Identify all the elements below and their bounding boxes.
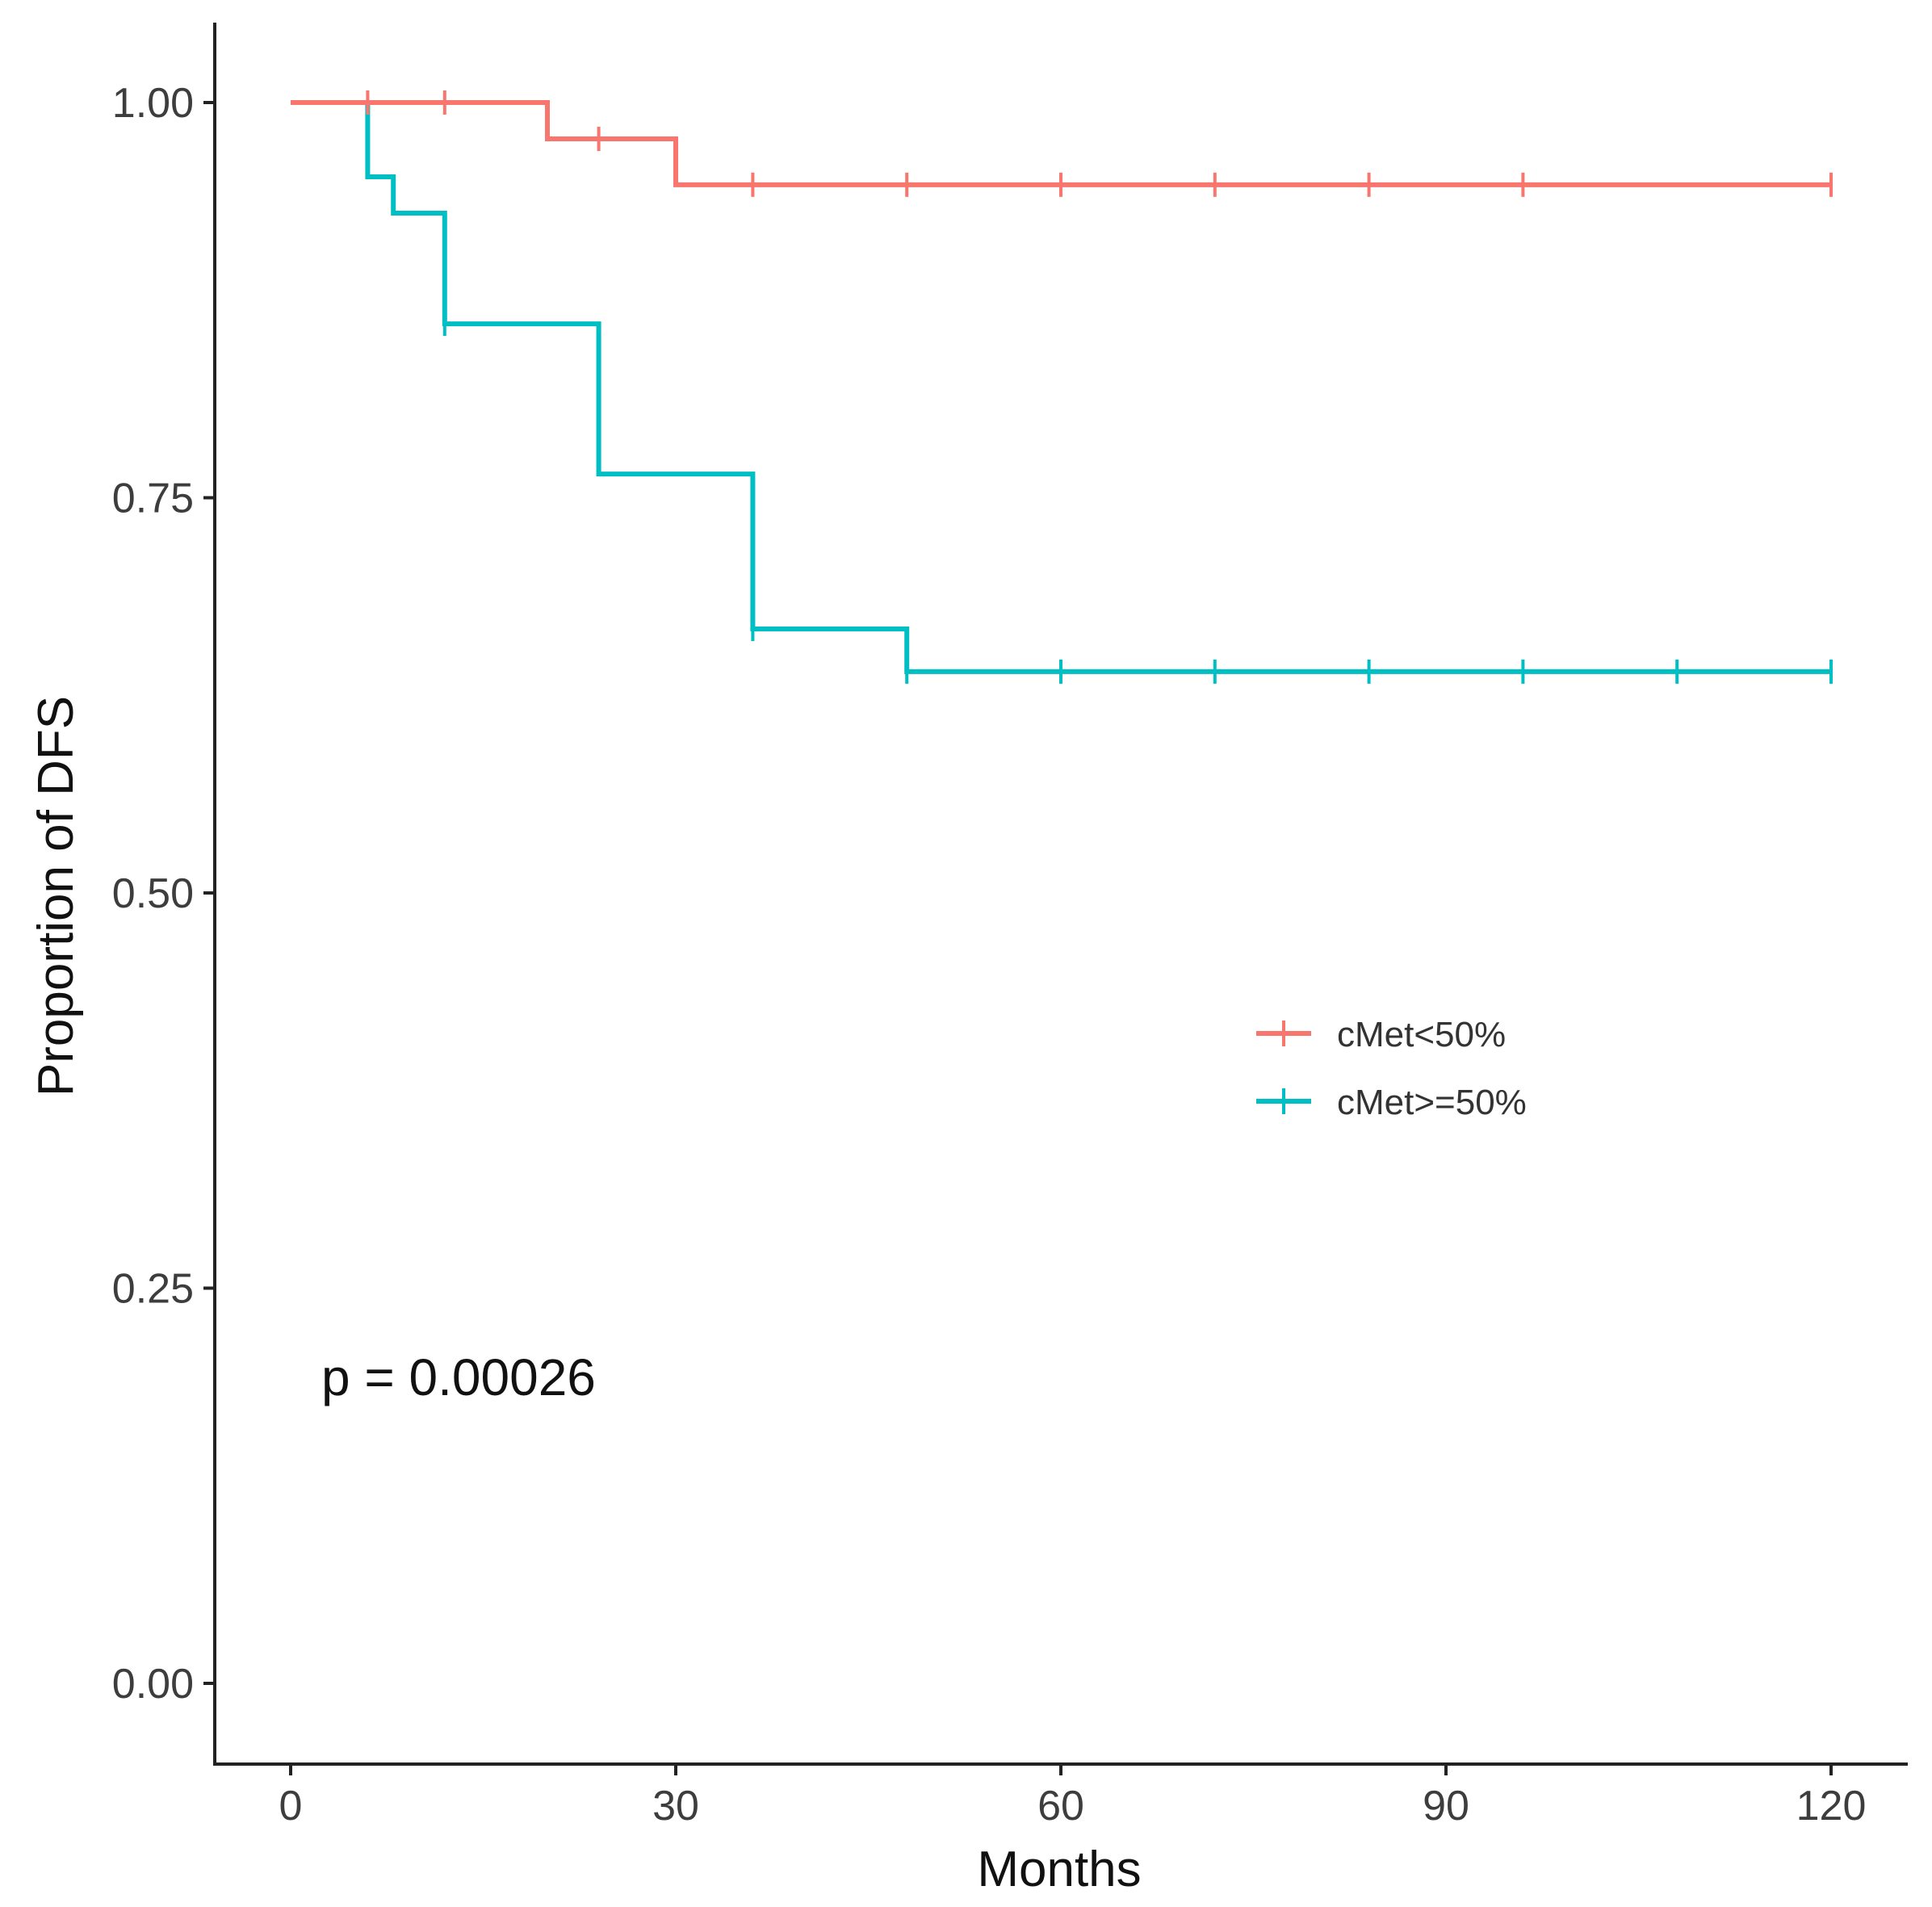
legend-label-cmet-low: cMet<50% xyxy=(1337,1015,1506,1054)
legend: cMet<50% cMet>=50% xyxy=(1256,1015,1527,1122)
series-cmet-high xyxy=(291,100,1833,684)
x-tick-label: 90 xyxy=(1423,1783,1469,1829)
y-axis-ticks: 0.00 0.25 0.50 0.75 1.00 xyxy=(112,80,215,1708)
x-tick-label: 60 xyxy=(1037,1783,1084,1829)
x-axis-title: Months xyxy=(977,1842,1141,1897)
y-tick-label: 1.00 xyxy=(112,80,194,127)
y-tick-label: 0.50 xyxy=(112,870,194,917)
survival-curves xyxy=(291,90,1833,684)
y-axis-title: Proportion of DFS xyxy=(28,696,84,1096)
survival-step-line xyxy=(291,100,1831,187)
x-tick-label: 120 xyxy=(1796,1783,1867,1829)
y-tick-label: 0.25 xyxy=(112,1266,194,1313)
x-tick-label: 0 xyxy=(279,1783,303,1829)
p-value-annotation: p = 0.00026 xyxy=(321,1348,596,1406)
x-tick-label: 30 xyxy=(652,1783,699,1829)
legend-label-cmet-high: cMet>=50% xyxy=(1337,1083,1527,1122)
y-tick-label: 0.00 xyxy=(112,1661,194,1708)
legend-item-cmet-high: cMet>=50% xyxy=(1256,1083,1527,1122)
survival-step-line xyxy=(291,100,1831,674)
y-tick-label: 0.75 xyxy=(112,476,194,522)
series-cmet-low xyxy=(291,90,1833,197)
x-axis-ticks: 0 30 60 90 120 xyxy=(279,1764,1867,1829)
legend-item-cmet-low: cMet<50% xyxy=(1256,1015,1506,1054)
